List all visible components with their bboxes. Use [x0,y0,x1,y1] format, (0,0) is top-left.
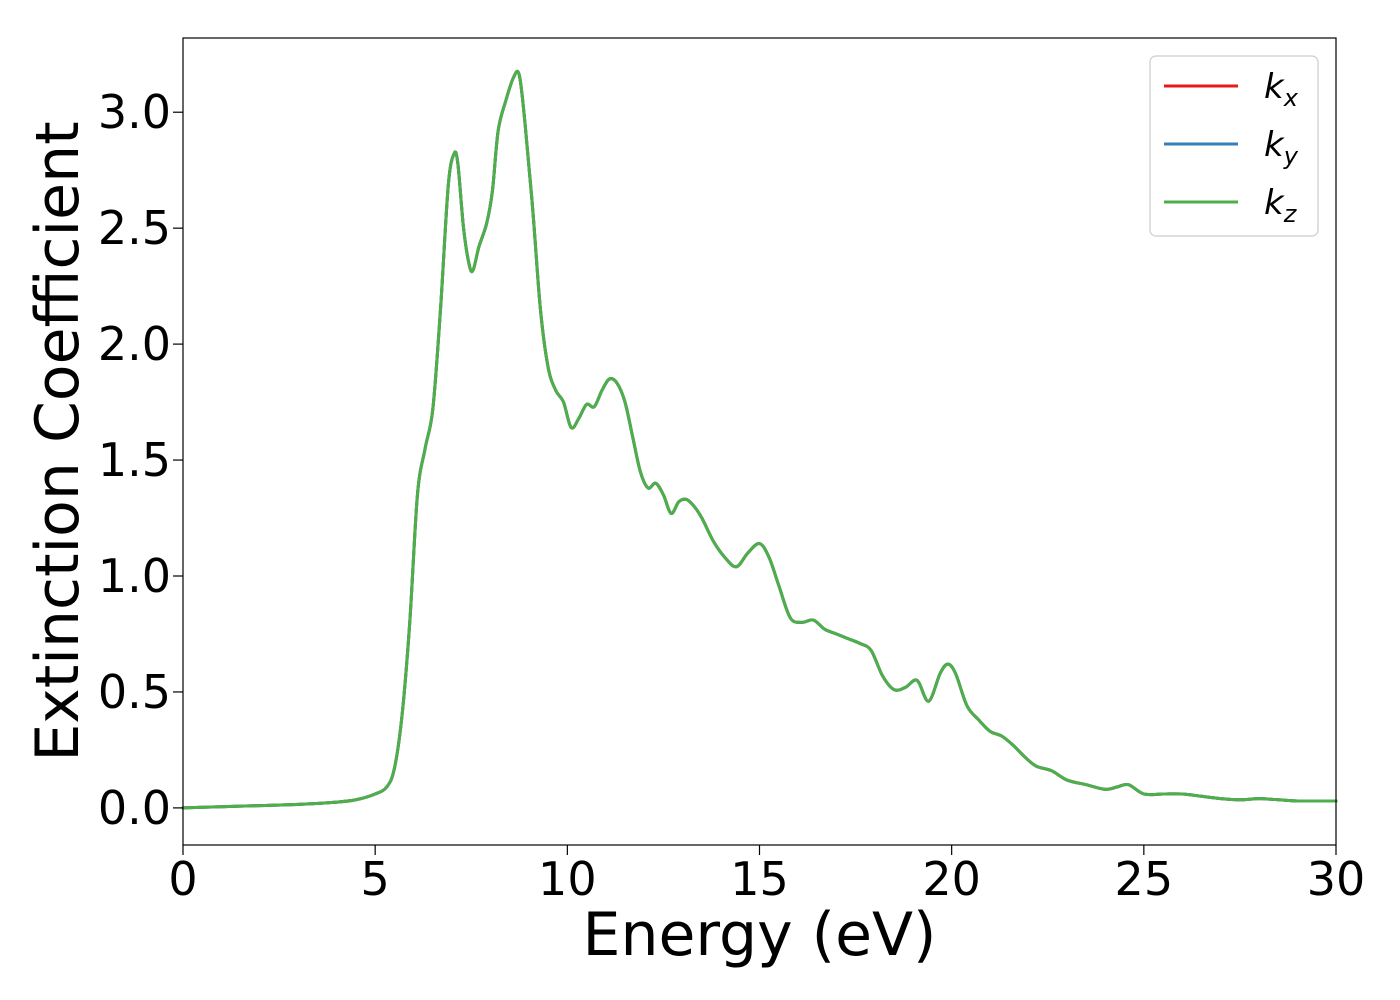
series-line-k-z [181,69,1338,810]
x-tick-label: 10 [538,852,597,906]
y-tick-label: 1.5 [98,433,171,487]
x-axis-label: Energy (eV) [583,900,937,970]
x-tick-label: 30 [1307,852,1366,906]
legend-box [1149,55,1319,237]
y-tick-label: 2.5 [98,201,171,255]
legend: kx ky kz [1149,55,1319,237]
y-tick-label: 2.0 [98,317,171,371]
x-tick-label: 20 [922,852,981,906]
x-tick-label: 0 [168,852,197,906]
legend-label-ky: ky [1264,125,1299,170]
x-tick-label: 25 [1115,852,1174,906]
y-tick-label: 0.5 [98,665,171,719]
x-tick-label: 5 [361,852,390,906]
y-tick-label: 3.0 [98,85,171,139]
y-tick-label: 1.0 [98,549,171,603]
y-tick-label: 0.0 [98,781,171,835]
legend-label-kz: kz [1264,183,1298,228]
x-axis-ticks: 0 5 10 15 20 25 30 [168,845,1365,906]
x-tick-label: 15 [730,852,789,906]
series-layer [181,69,1338,810]
y-axis-label: Extinction Coefficient [23,121,93,761]
legend-label-kx: kx [1264,67,1299,112]
y-axis-ticks: 0.0 0.5 1.0 1.5 2.0 2.5 3.0 [98,85,183,835]
